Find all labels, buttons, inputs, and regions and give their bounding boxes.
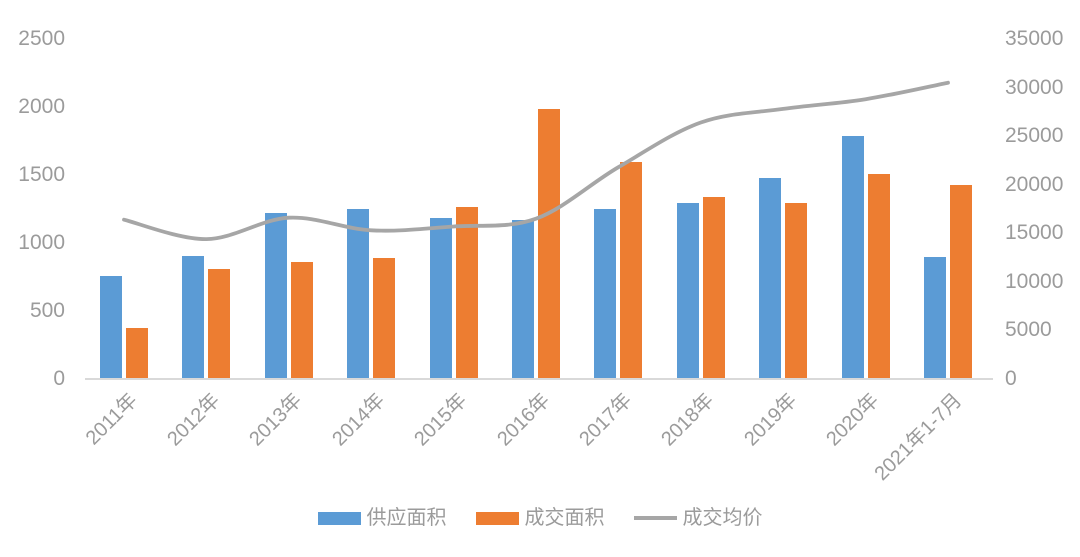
x-axis-category-label: 2020年 [822, 389, 884, 451]
x-axis-category-label: 2017年 [575, 389, 637, 451]
deal-bar [538, 108, 560, 378]
legend-item: 供应面积 [317, 505, 447, 531]
legend-item: 成交均价 [633, 505, 763, 531]
supply-bar [264, 213, 287, 378]
supply-bar [594, 209, 617, 378]
supply-bar [924, 257, 946, 378]
y-axis-left-tick-label: 0 [53, 367, 65, 390]
legend-swatch-bar [317, 511, 361, 525]
legend-item-label: 供应面积 [366, 507, 447, 529]
legend-item-label: 成交面积 [524, 507, 605, 529]
deal-bar [867, 174, 890, 378]
legend-swatch-bar [475, 511, 519, 525]
price-line [122, 80, 950, 242]
x-axis-category-label: 2014年 [327, 389, 390, 451]
price-line-layer [122, 80, 950, 242]
deal-bar [126, 327, 148, 378]
y-axis-right-tick-label: 25000 [1005, 124, 1064, 148]
plot-area [85, 38, 993, 380]
legend-swatch-line [633, 516, 677, 520]
y-axis-right-tick-label: 35000 [1005, 27, 1064, 50]
supply-bar [100, 276, 122, 378]
supply-bar [347, 209, 370, 378]
legend-item: 成交面积 [475, 505, 605, 531]
y-axis-right-tick-label: 30000 [1005, 75, 1064, 99]
y-axis-left-tick-label: 500 [29, 299, 65, 322]
y-axis-right-tick-label: 15000 [1005, 221, 1064, 245]
deal-bar [620, 161, 643, 378]
x-axis-category-label: 2018年 [657, 389, 719, 451]
legend-item-label: 成交均价 [682, 507, 763, 529]
deal-bar [373, 258, 396, 378]
x-axis-category-label: 2016年 [492, 389, 554, 451]
y-axis-right-tick-label: 20000 [1005, 172, 1064, 196]
y-axis-right-tick-label: 0 [1005, 367, 1017, 390]
legend: 供应面积 成交面积 成交均价 [0, 505, 1080, 531]
deal-bar [785, 202, 808, 378]
supply-bar [182, 255, 205, 378]
supply-bar [841, 135, 864, 378]
x-axis-category-label: 2021年1-7月 [870, 389, 966, 486]
supply-bar [512, 220, 534, 378]
supply-bar [429, 217, 452, 378]
supply-bar [676, 202, 699, 378]
x-axis-category-label: 2011年 [81, 389, 142, 450]
y-axis-left-tick-label: 2500 [18, 27, 65, 50]
deal-bar [702, 197, 725, 378]
x-axis-category-label: 2013年 [245, 389, 307, 451]
y-axis-left-tick-label: 2000 [18, 95, 65, 118]
y-axis-left-tick-label: 1000 [18, 231, 65, 254]
deal-bar [290, 262, 313, 378]
y-axis-right-tick-label: 10000 [1005, 269, 1064, 293]
x-axis-category-label: 2019年 [739, 389, 802, 451]
deal-bar [455, 206, 478, 378]
x-axis-category-label: 2015年 [410, 389, 472, 451]
y-axis-left-tick-label: 1500 [18, 163, 65, 186]
supply-bar [759, 178, 782, 378]
deal-bar [208, 269, 231, 378]
y-axis-right-tick-label: 5000 [1005, 318, 1052, 342]
deal-bar [950, 184, 972, 378]
x-axis-category-label: 2012年 [163, 389, 225, 451]
